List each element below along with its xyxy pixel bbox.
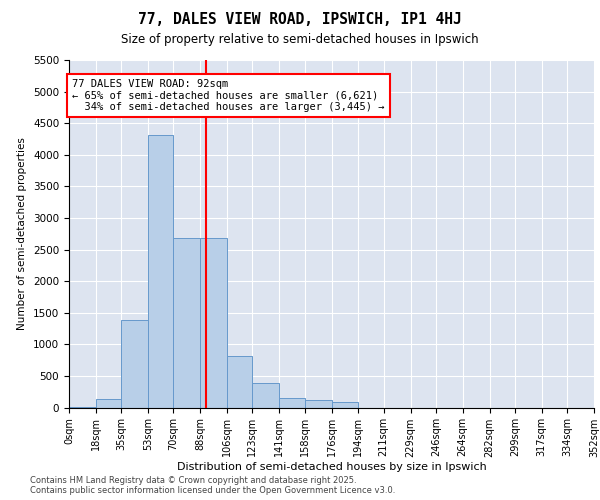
Bar	[227, 356, 253, 408]
Bar	[279, 398, 305, 407]
X-axis label: Distribution of semi-detached houses by size in Ipswich: Distribution of semi-detached houses by …	[176, 462, 487, 472]
Bar	[96, 400, 121, 407]
Text: Contains HM Land Registry data © Crown copyright and database right 2025.
Contai: Contains HM Land Registry data © Crown c…	[30, 476, 395, 495]
Bar	[173, 238, 200, 408]
Bar	[331, 402, 358, 407]
Text: Size of property relative to semi-detached houses in Ipswich: Size of property relative to semi-detach…	[121, 32, 479, 46]
Y-axis label: Number of semi-detached properties: Number of semi-detached properties	[17, 138, 28, 330]
Bar	[121, 320, 148, 408]
Bar	[305, 400, 332, 407]
Bar	[148, 134, 173, 407]
Bar	[200, 238, 227, 408]
Text: 77 DALES VIEW ROAD: 92sqm
← 65% of semi-detached houses are smaller (6,621)
  34: 77 DALES VIEW ROAD: 92sqm ← 65% of semi-…	[72, 79, 385, 112]
Bar	[253, 383, 279, 407]
Text: 77, DALES VIEW ROAD, IPSWICH, IP1 4HJ: 77, DALES VIEW ROAD, IPSWICH, IP1 4HJ	[138, 12, 462, 28]
Bar	[69, 407, 96, 408]
